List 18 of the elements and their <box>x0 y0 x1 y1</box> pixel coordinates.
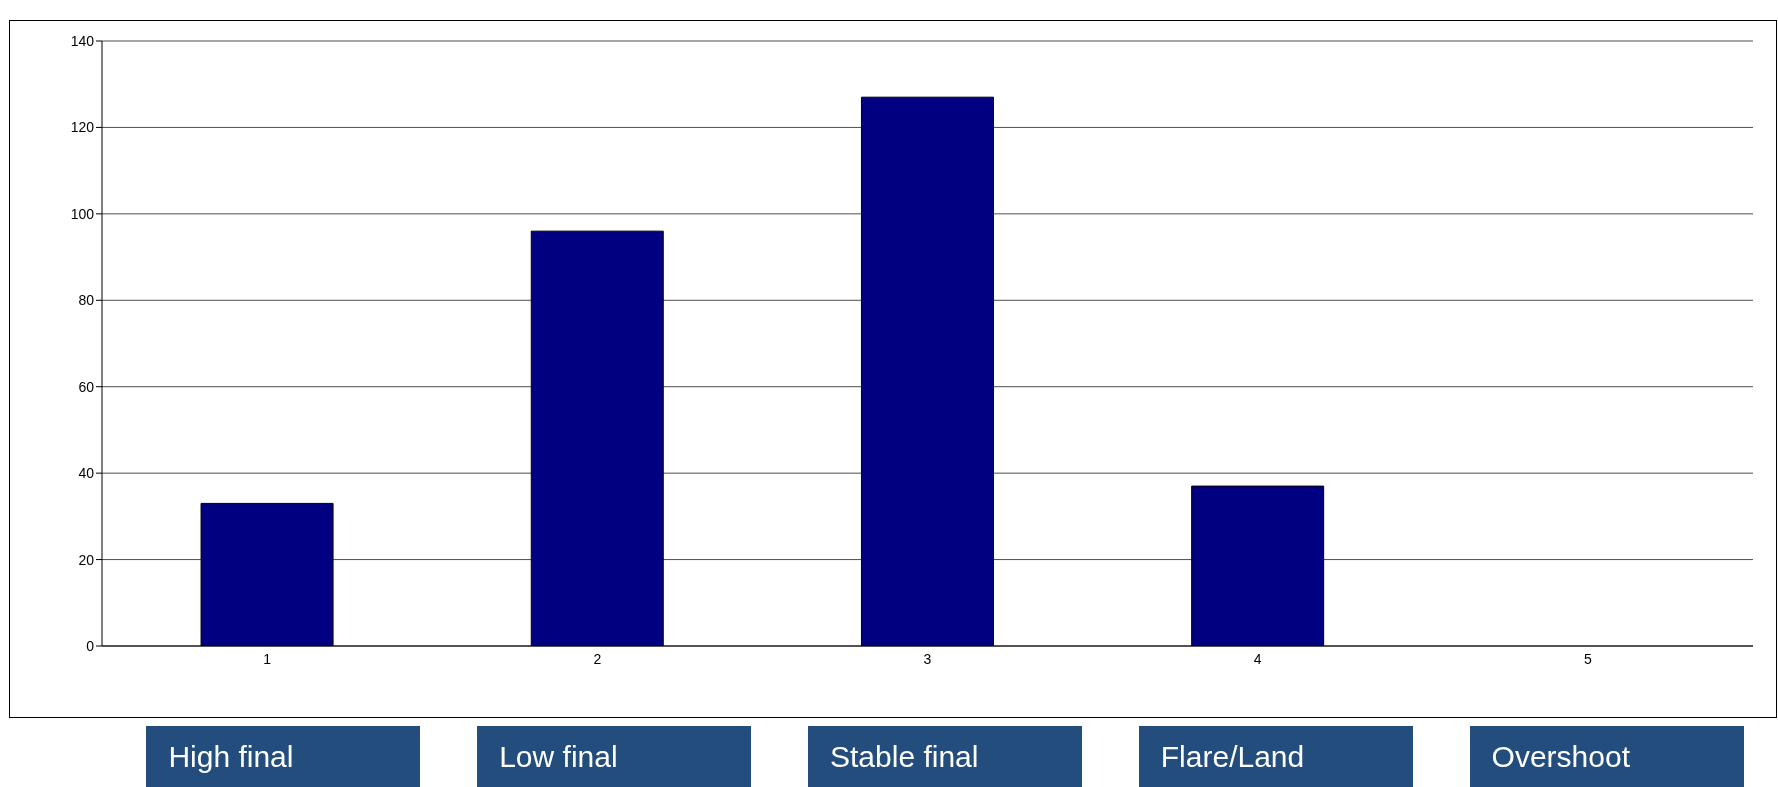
x-tick-label: 2 <box>593 650 602 667</box>
y-tick-label: 80 <box>78 292 95 309</box>
text: Stable final <box>808 726 1082 787</box>
x-tick-label: 1 <box>263 650 272 667</box>
y-tick-label: 0 <box>86 637 95 654</box>
x-tick-label: 5 <box>1584 650 1592 667</box>
x-tick-label: 4 <box>1253 650 1262 667</box>
x-tick-label: 3 <box>923 650 932 667</box>
y-tick-label: 140 <box>70 32 95 49</box>
text: Low final <box>477 726 752 787</box>
text: Overshoot <box>1469 726 1744 787</box>
y-tick-label: 60 <box>78 378 95 395</box>
text: Flare/Land <box>1138 726 1413 787</box>
y-tick-label: 40 <box>78 465 95 482</box>
y-tick-label: 20 <box>78 551 95 568</box>
y-tick-label: 120 <box>70 119 95 136</box>
text: High final <box>146 726 421 787</box>
y-tick-label: 100 <box>70 205 95 222</box>
